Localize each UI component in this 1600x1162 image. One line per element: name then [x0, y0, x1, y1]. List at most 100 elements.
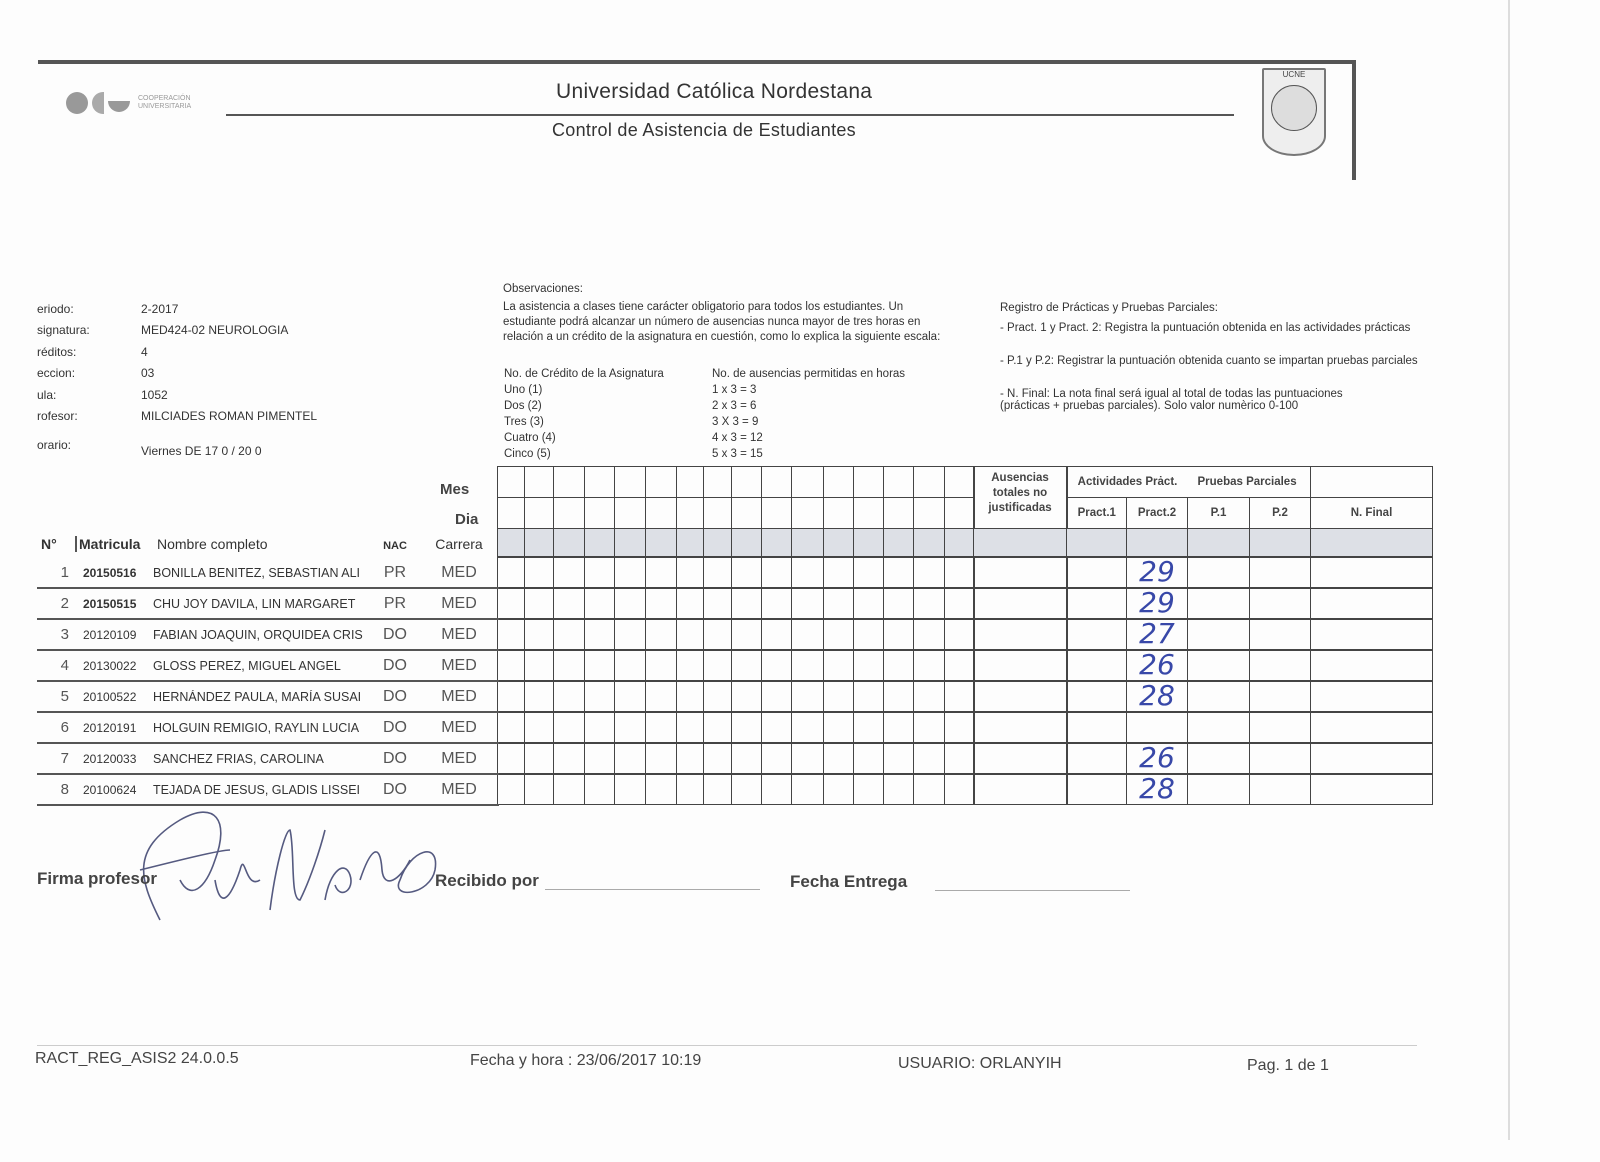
dia-cell[interactable]	[645, 497, 677, 529]
nfinal-cell[interactable]	[1310, 556, 1433, 588]
dia-cell[interactable]	[883, 497, 914, 529]
p1-cell[interactable]	[1187, 742, 1250, 774]
mes-cell[interactable]	[645, 466, 677, 498]
p1-cell[interactable]	[1187, 773, 1250, 805]
attendance-cell[interactable]	[791, 773, 824, 805]
attendance-cell[interactable]	[614, 680, 646, 712]
pract2-cell[interactable]: 28	[1126, 680, 1188, 712]
attendance-cell[interactable]	[853, 556, 884, 588]
attendance-cell[interactable]	[791, 556, 824, 588]
p2-cell[interactable]	[1249, 680, 1311, 712]
attendance-cell[interactable]	[761, 773, 792, 805]
pract2-cell[interactable]: 26	[1126, 649, 1188, 681]
attendance-cell[interactable]	[731, 680, 762, 712]
attendance-cell[interactable]	[731, 711, 762, 743]
attendance-cell[interactable]	[676, 556, 704, 588]
pract1-cell[interactable]	[1065, 587, 1127, 619]
attendance-cell[interactable]	[883, 773, 914, 805]
attendance-cell[interactable]	[791, 587, 824, 619]
mes-cell[interactable]	[703, 466, 732, 498]
attendance-cell[interactable]	[497, 556, 525, 588]
attendance-cell[interactable]	[913, 618, 945, 650]
ausencias-cell[interactable]	[972, 587, 1067, 619]
mes-cell[interactable]	[791, 466, 824, 498]
pract1-cell[interactable]	[1065, 618, 1127, 650]
attendance-cell[interactable]	[944, 680, 974, 712]
nfinal-cell[interactable]	[1310, 680, 1433, 712]
attendance-cell[interactable]	[584, 742, 615, 774]
dia-cell[interactable]	[614, 497, 646, 529]
attendance-cell[interactable]	[703, 680, 732, 712]
dia-cell[interactable]	[497, 497, 525, 529]
attendance-cell[interactable]	[703, 711, 732, 743]
attendance-cell[interactable]	[703, 587, 732, 619]
nfinal-cell[interactable]	[1310, 618, 1433, 650]
attendance-cell[interactable]	[823, 649, 854, 681]
mes-cell[interactable]	[497, 466, 525, 498]
attendance-cell[interactable]	[731, 618, 762, 650]
attendance-cell[interactable]	[497, 649, 525, 681]
attendance-cell[interactable]	[883, 742, 914, 774]
attendance-cell[interactable]	[553, 742, 585, 774]
attendance-cell[interactable]	[524, 618, 554, 650]
attendance-cell[interactable]	[913, 680, 945, 712]
attendance-cell[interactable]	[584, 618, 615, 650]
ausencias-cell[interactable]	[972, 556, 1067, 588]
attendance-cell[interactable]	[761, 742, 792, 774]
dia-cell[interactable]	[913, 497, 945, 529]
p2-cell[interactable]	[1249, 587, 1311, 619]
attendance-cell[interactable]	[823, 556, 854, 588]
attendance-cell[interactable]	[584, 680, 615, 712]
attendance-cell[interactable]	[645, 680, 677, 712]
nfinal-cell[interactable]	[1310, 587, 1433, 619]
attendance-cell[interactable]	[524, 711, 554, 743]
attendance-cell[interactable]	[791, 618, 824, 650]
mes-cell[interactable]	[553, 466, 585, 498]
ausencias-cell[interactable]	[972, 649, 1067, 681]
pract1-cell[interactable]	[1065, 680, 1127, 712]
attendance-cell[interactable]	[614, 773, 646, 805]
attendance-cell[interactable]	[676, 618, 704, 650]
attendance-cell[interactable]	[584, 711, 615, 743]
attendance-cell[interactable]	[614, 649, 646, 681]
attendance-cell[interactable]	[823, 587, 854, 619]
pract1-cell[interactable]	[1065, 742, 1127, 774]
mes-cell[interactable]	[883, 466, 914, 498]
attendance-cell[interactable]	[944, 618, 974, 650]
attendance-cell[interactable]	[645, 773, 677, 805]
pract2-cell[interactable]	[1126, 711, 1188, 743]
p2-cell[interactable]	[1249, 618, 1311, 650]
attendance-cell[interactable]	[614, 556, 646, 588]
attendance-cell[interactable]	[913, 711, 945, 743]
attendance-cell[interactable]	[823, 618, 854, 650]
attendance-cell[interactable]	[853, 773, 884, 805]
p2-cell[interactable]	[1249, 649, 1311, 681]
nfinal-cell[interactable]	[1310, 649, 1433, 681]
nfinal-cell[interactable]	[1310, 773, 1433, 805]
p1-cell[interactable]	[1187, 556, 1250, 588]
attendance-cell[interactable]	[645, 587, 677, 619]
attendance-cell[interactable]	[553, 649, 585, 681]
p1-cell[interactable]	[1187, 618, 1250, 650]
pract2-cell[interactable]: 28	[1126, 773, 1188, 805]
pract2-cell[interactable]: 29	[1126, 556, 1188, 588]
p2-cell[interactable]	[1249, 711, 1311, 743]
attendance-cell[interactable]	[913, 556, 945, 588]
attendance-cell[interactable]	[614, 587, 646, 619]
dia-cell[interactable]	[584, 497, 615, 529]
mes-cell[interactable]	[584, 466, 615, 498]
attendance-cell[interactable]	[524, 680, 554, 712]
attendance-cell[interactable]	[823, 711, 854, 743]
p2-cell[interactable]	[1249, 773, 1311, 805]
attendance-cell[interactable]	[823, 680, 854, 712]
attendance-cell[interactable]	[614, 742, 646, 774]
attendance-cell[interactable]	[614, 618, 646, 650]
attendance-cell[interactable]	[761, 711, 792, 743]
attendance-cell[interactable]	[676, 711, 704, 743]
p2-cell[interactable]	[1249, 742, 1311, 774]
nfinal-cell[interactable]	[1310, 711, 1433, 743]
pract2-cell[interactable]: 27	[1126, 618, 1188, 650]
attendance-cell[interactable]	[761, 649, 792, 681]
attendance-cell[interactable]	[676, 680, 704, 712]
attendance-cell[interactable]	[676, 742, 704, 774]
